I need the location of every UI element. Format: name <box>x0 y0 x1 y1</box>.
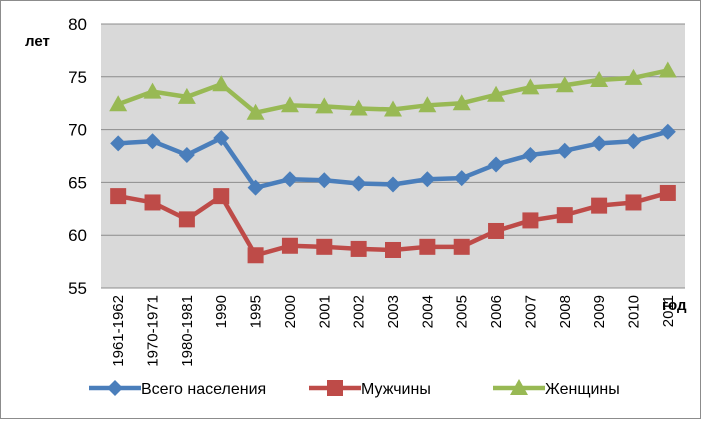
x-tick-label: 1995 <box>248 295 265 328</box>
data-point <box>178 146 195 163</box>
y-tick-label: 80 <box>68 15 87 34</box>
data-point <box>487 85 506 102</box>
data-point <box>349 99 368 116</box>
legend-label: Женщины <box>545 381 620 398</box>
data-point <box>315 97 334 114</box>
data-point <box>419 171 436 188</box>
data-point <box>453 170 470 187</box>
data-point <box>488 222 505 239</box>
data-point <box>144 133 161 150</box>
legend-label: Всего населения <box>141 381 266 398</box>
y-tick-label: 70 <box>68 121 87 140</box>
data-point <box>246 103 265 120</box>
x-tick-label: 1961-1962 <box>110 295 127 367</box>
x-tick-label: 2010 <box>625 295 642 328</box>
data-point <box>522 212 539 229</box>
data-point <box>591 197 608 214</box>
x-tick-label: 2002 <box>351 295 368 328</box>
x-tick-label: 1970-1971 <box>145 295 162 367</box>
y-tick-label: 60 <box>68 226 87 245</box>
data-point <box>488 156 505 173</box>
data-point <box>109 95 128 112</box>
data-point <box>385 241 401 258</box>
data-point <box>280 96 299 113</box>
data-point <box>658 61 677 78</box>
data-point <box>555 76 574 93</box>
data-point <box>144 194 161 211</box>
legend-marker <box>327 380 343 396</box>
data-point <box>247 179 264 196</box>
series-1 <box>110 123 676 196</box>
data-point <box>247 247 264 264</box>
x-axis-label: год <box>662 297 687 314</box>
y-tick-label: 65 <box>68 173 87 192</box>
data-point <box>281 171 298 188</box>
data-point <box>624 68 643 85</box>
data-point <box>419 238 436 255</box>
legend-marker <box>107 380 123 396</box>
data-point <box>659 184 676 201</box>
data-point <box>177 87 196 104</box>
data-point <box>556 142 573 159</box>
data-point <box>110 188 127 205</box>
y-tick-label: 55 <box>68 279 87 298</box>
x-tick-label: 2011 <box>660 295 677 327</box>
x-tick-label: 2000 <box>282 295 299 328</box>
data-point <box>385 176 401 193</box>
data-point <box>521 78 540 95</box>
series-3 <box>109 61 677 120</box>
data-point <box>316 172 333 189</box>
series-2 <box>110 184 676 264</box>
legend-item: Всего населения <box>89 380 266 398</box>
data-point <box>212 75 231 92</box>
data-point <box>110 135 127 152</box>
data-point <box>591 135 608 152</box>
data-point <box>213 130 230 147</box>
x-tick-label: 1980-1981 <box>179 295 196 367</box>
x-tick-label: 2003 <box>385 295 402 328</box>
x-tick-label: 2005 <box>454 295 471 328</box>
data-point <box>625 194 642 211</box>
data-point <box>590 70 609 87</box>
x-tick-label: 2007 <box>522 295 539 328</box>
x-tick-label: 2006 <box>488 295 505 328</box>
y-tick-label: 75 <box>68 68 87 87</box>
data-point <box>143 82 162 99</box>
x-tick-label: 2001 <box>316 295 333 328</box>
legend: Всего населения Мужчины Женщины <box>89 379 620 398</box>
data-point <box>522 146 539 163</box>
data-point <box>625 133 642 150</box>
x-tick-label: 1990 <box>213 295 230 328</box>
legend-label: Мужчины <box>361 381 431 398</box>
data-point <box>178 211 195 228</box>
legend-item: Мужчины <box>309 380 431 398</box>
x-tick-label: 2008 <box>557 295 574 328</box>
data-point <box>316 238 333 255</box>
data-point <box>453 238 470 255</box>
y-axis-label: лет <box>25 33 50 50</box>
data-point <box>213 188 230 205</box>
x-tick-label: 2009 <box>591 295 608 328</box>
data-point <box>556 207 573 224</box>
legend-marker <box>510 379 528 395</box>
data-point <box>659 123 676 140</box>
data-point <box>384 100 402 117</box>
legend-item: Женщины <box>493 379 620 398</box>
x-tick-label: 2004 <box>419 295 436 328</box>
data-point <box>418 96 437 113</box>
data-point <box>281 237 298 254</box>
data-point <box>350 240 367 257</box>
data-point <box>350 175 367 192</box>
data-point <box>452 94 471 111</box>
